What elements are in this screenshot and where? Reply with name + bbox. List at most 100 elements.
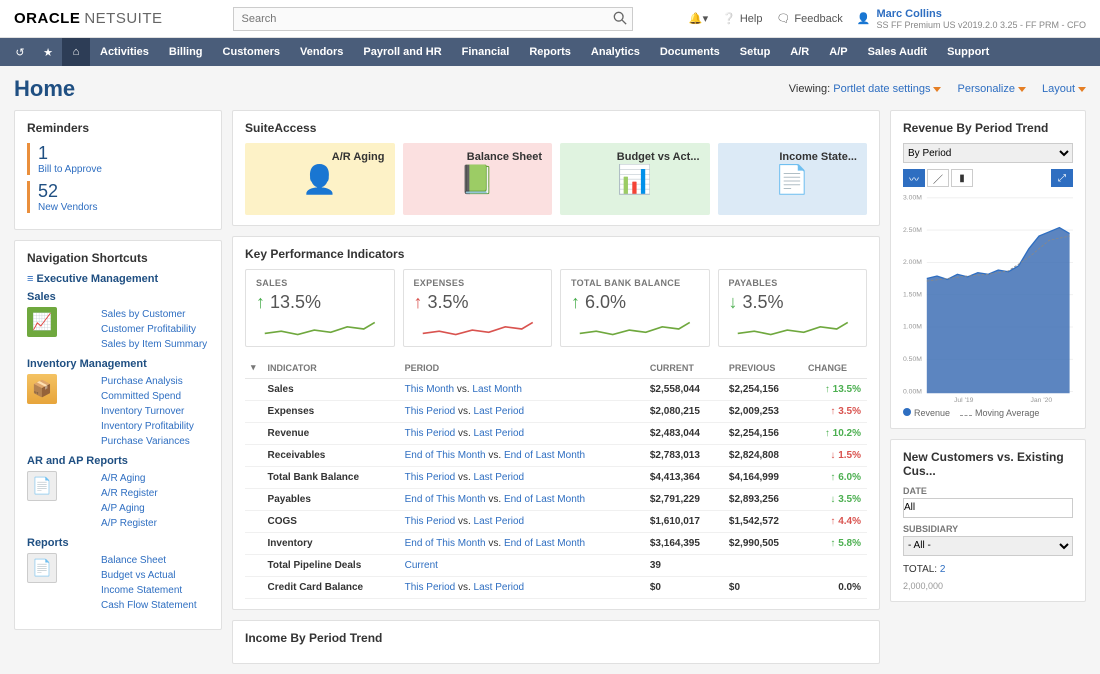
home-icon[interactable]: ⌂ (62, 38, 90, 66)
nav-sales-audit[interactable]: Sales Audit (858, 38, 938, 66)
viewing-value[interactable]: Portlet date settings (833, 83, 941, 95)
kpi-card[interactable]: TOTAL BANK BALANCE↑ 6.0% (560, 269, 710, 347)
kpi-card[interactable]: SALES↑ 13.5% (245, 269, 395, 347)
kpi-row[interactable]: Total Bank BalanceThis Period vs. Last P… (245, 467, 867, 489)
total-link[interactable]: 2 (940, 564, 946, 575)
avatar-icon: 👤 (857, 12, 871, 25)
shortcut-link[interactable]: Sales by Item Summary (101, 337, 207, 352)
layout-link[interactable]: Layout (1042, 83, 1086, 95)
tile-icon: 📊 (617, 163, 652, 196)
suite-tile[interactable]: Budget vs Act...📊 (560, 143, 710, 215)
svg-text:2.50M: 2.50M (903, 227, 922, 234)
nav-documents[interactable]: Documents (650, 38, 730, 66)
shortcut-heading[interactable]: Inventory Management (27, 358, 209, 370)
nav-a-p[interactable]: A/P (819, 38, 857, 66)
search-icon[interactable] (613, 11, 627, 25)
notifications-icon[interactable]: 🔔▾ (689, 12, 708, 25)
history-icon[interactable]: ↺ (6, 38, 34, 66)
suite-tile[interactable]: A/R Aging👤 (245, 143, 395, 215)
personalize-link[interactable]: Personalize (957, 83, 1025, 95)
chart-type-line-icon[interactable]: ／ (927, 169, 949, 187)
shortcut-link[interactable]: Customer Profitability (101, 322, 207, 337)
help-link[interactable]: ❔Help (722, 12, 762, 25)
shortcut-executive-management[interactable]: Executive Management (27, 273, 209, 285)
star-icon[interactable]: ★ (34, 38, 62, 66)
nav-financial[interactable]: Financial (452, 38, 520, 66)
nav-customers[interactable]: Customers (213, 38, 290, 66)
kpi-row[interactable]: Credit Card BalanceThis Period vs. Last … (245, 577, 867, 599)
revenue-period-select[interactable]: By Period (903, 143, 1073, 163)
logo: ORACLE NETSUITE (14, 10, 163, 27)
shortcut-link[interactable]: Cash Flow Statement (101, 598, 197, 613)
shortcut-icon: 📦 (27, 374, 57, 404)
suite-tile[interactable]: Income State...📄 (718, 143, 868, 215)
income-trend-title: Income By Period Trend (245, 631, 867, 645)
nav-shortcuts-portlet: Navigation Shortcuts Executive Managemen… (14, 240, 222, 630)
kpi-row[interactable]: RevenueThis Period vs. Last Period$2,483… (245, 423, 867, 445)
shortcut-link[interactable]: Purchase Analysis (101, 374, 194, 389)
date-filter-input[interactable] (903, 498, 1073, 518)
kpi-table: ▾INDICATORPERIODCURRENTPREVIOUSCHANGE Sa… (245, 357, 867, 599)
nav-a-r[interactable]: A/R (780, 38, 819, 66)
page-title: Home (14, 76, 75, 102)
kpi-row[interactable]: InventoryEnd of This Month vs. End of La… (245, 533, 867, 555)
svg-text:3.00M: 3.00M (903, 195, 922, 202)
tile-icon: 📄 (775, 163, 810, 196)
kpi-row[interactable]: SalesThis Month vs. Last Month$2,558,044… (245, 379, 867, 401)
kpi-row[interactable]: ReceivablesEnd of This Month vs. End of … (245, 445, 867, 467)
svg-text:1.00M: 1.00M (903, 324, 922, 331)
chart-type-toggle: 〰 ／ ▮ (903, 169, 973, 187)
shortcut-link[interactable]: A/R Register (101, 486, 158, 501)
new-customers-title: New Customers vs. Existing Cus... (903, 450, 1073, 478)
shortcut-link[interactable]: A/P Register (101, 516, 158, 531)
nav-analytics[interactable]: Analytics (581, 38, 650, 66)
chart-type-area-icon[interactable]: 〰 (903, 169, 925, 187)
kpi-row[interactable]: PayablesEnd of This Month vs. End of Las… (245, 489, 867, 511)
svg-text:0.00M: 0.00M (903, 388, 922, 395)
shortcut-link[interactable]: Sales by Customer (101, 307, 207, 322)
shortcut-link[interactable]: Purchase Variances (101, 434, 194, 449)
nav-activities[interactable]: Activities (90, 38, 159, 66)
shortcut-link[interactable]: Balance Sheet (101, 553, 197, 568)
shortcut-link[interactable]: A/R Aging (101, 471, 158, 486)
svg-text:1.50M: 1.50M (903, 291, 922, 298)
chart-zoom-icon[interactable]: ⤢ (1051, 169, 1073, 187)
feedback-link[interactable]: 🗨Feedback (776, 12, 842, 25)
shortcut-link[interactable]: Committed Spend (101, 389, 194, 404)
nav-vendors[interactable]: Vendors (290, 38, 353, 66)
kpi-card[interactable]: PAYABLES↓ 3.5% (718, 269, 868, 347)
nav-support[interactable]: Support (937, 38, 999, 66)
chart-type-bar-icon[interactable]: ▮ (951, 169, 973, 187)
shortcut-link[interactable]: Income Statement (101, 583, 197, 598)
subsidiary-filter-select[interactable]: - All - (903, 536, 1073, 556)
nav-payroll-and-hr[interactable]: Payroll and HR (353, 38, 451, 66)
kpi-row[interactable]: ExpensesThis Period vs. Last Period$2,08… (245, 401, 867, 423)
nav-billing[interactable]: Billing (159, 38, 213, 66)
shortcut-link[interactable]: Inventory Turnover (101, 404, 194, 419)
kpi-row[interactable]: Total Pipeline DealsCurrent39 (245, 555, 867, 577)
svg-text:0.50M: 0.50M (903, 356, 922, 363)
kpi-row[interactable]: COGSThis Period vs. Last Period$1,610,01… (245, 511, 867, 533)
shortcut-heading[interactable]: AR and AP Reports (27, 455, 209, 467)
reminder-item[interactable]: 52New Vendors (27, 181, 209, 213)
svg-text:2.00M: 2.00M (903, 259, 922, 266)
user-subtitle: SS FF Premium US v2019.2.0 3.25 - FF PRM… (876, 20, 1086, 30)
nav-reports[interactable]: Reports (519, 38, 581, 66)
kpi-title: Key Performance Indicators (245, 247, 867, 261)
logo-oracle: ORACLE (14, 10, 80, 27)
shortcut-heading[interactable]: Sales (27, 291, 209, 303)
global-search (233, 7, 633, 31)
revenue-trend-title: Revenue By Period Trend (903, 121, 1073, 135)
user-block[interactable]: 👤 Marc Collins SS FF Premium US v2019.2.… (857, 8, 1086, 30)
viewing-label: Viewing: (789, 83, 830, 95)
search-input[interactable] (233, 7, 633, 31)
shortcut-heading[interactable]: Reports (27, 537, 209, 549)
shortcut-link[interactable]: Budget vs Actual (101, 568, 197, 583)
date-filter-label: DATE (903, 486, 1073, 496)
shortcut-link[interactable]: Inventory Profitability (101, 419, 194, 434)
reminder-item[interactable]: 1Bill to Approve (27, 143, 209, 175)
suite-tile[interactable]: Balance Sheet📗 (403, 143, 553, 215)
nav-setup[interactable]: Setup (730, 38, 781, 66)
kpi-card[interactable]: EXPENSES↑ 3.5% (403, 269, 553, 347)
shortcut-link[interactable]: A/P Aging (101, 501, 158, 516)
